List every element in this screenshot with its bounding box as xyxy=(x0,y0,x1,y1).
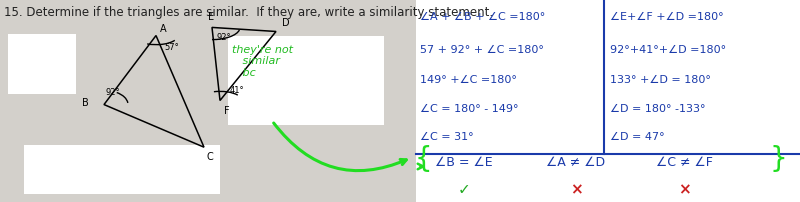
Text: 57°: 57° xyxy=(165,43,179,52)
Text: 92°: 92° xyxy=(217,33,231,41)
Text: A: A xyxy=(160,24,166,34)
Text: 57 + 92° + ∠C =180°: 57 + 92° + ∠C =180° xyxy=(420,44,544,54)
Text: ∠B = ∠E: ∠B = ∠E xyxy=(435,155,493,168)
Text: ∠C ≠ ∠F: ∠C ≠ ∠F xyxy=(655,155,713,168)
Text: ∠E+∠F +∠D =180°: ∠E+∠F +∠D =180° xyxy=(610,12,723,22)
Text: ∠C = 180° - 149°: ∠C = 180° - 149° xyxy=(420,103,518,113)
Text: ×: × xyxy=(570,181,582,196)
Text: F: F xyxy=(224,105,230,115)
Text: E: E xyxy=(208,12,214,22)
Text: 92°: 92° xyxy=(106,88,120,97)
Text: ×: × xyxy=(678,181,690,196)
Text: ∠D = 47°: ∠D = 47° xyxy=(610,131,664,141)
Text: {: { xyxy=(414,145,432,173)
Text: ∠A ≠ ∠D: ∠A ≠ ∠D xyxy=(546,155,606,168)
Text: ∠C = 31°: ∠C = 31° xyxy=(420,131,474,141)
Text: 41°: 41° xyxy=(230,86,244,95)
Text: 15. Determine if the triangles are similar.  If they are, write a similarity sta: 15. Determine if the triangles are simil… xyxy=(4,6,493,19)
Text: C: C xyxy=(206,152,213,162)
Bar xyxy=(228,36,384,125)
Text: 133° +∠D = 180°: 133° +∠D = 180° xyxy=(610,75,710,85)
Text: ✓: ✓ xyxy=(458,181,470,196)
Bar xyxy=(8,34,76,95)
Text: 92°+41°+∠D =180°: 92°+41°+∠D =180° xyxy=(610,44,726,54)
Bar xyxy=(416,0,800,202)
Text: they're not
   similar
   bc: they're not similar bc xyxy=(232,44,293,78)
Text: 149° +∠C =180°: 149° +∠C =180° xyxy=(420,75,517,85)
Text: D: D xyxy=(282,18,290,28)
Text: ∠D = 180° -133°: ∠D = 180° -133° xyxy=(610,103,705,113)
Text: ∠A + ∠B + ∠C =180°: ∠A + ∠B + ∠C =180° xyxy=(420,12,546,22)
Text: }: } xyxy=(770,145,787,173)
Text: B: B xyxy=(82,97,88,107)
Bar xyxy=(24,145,220,194)
